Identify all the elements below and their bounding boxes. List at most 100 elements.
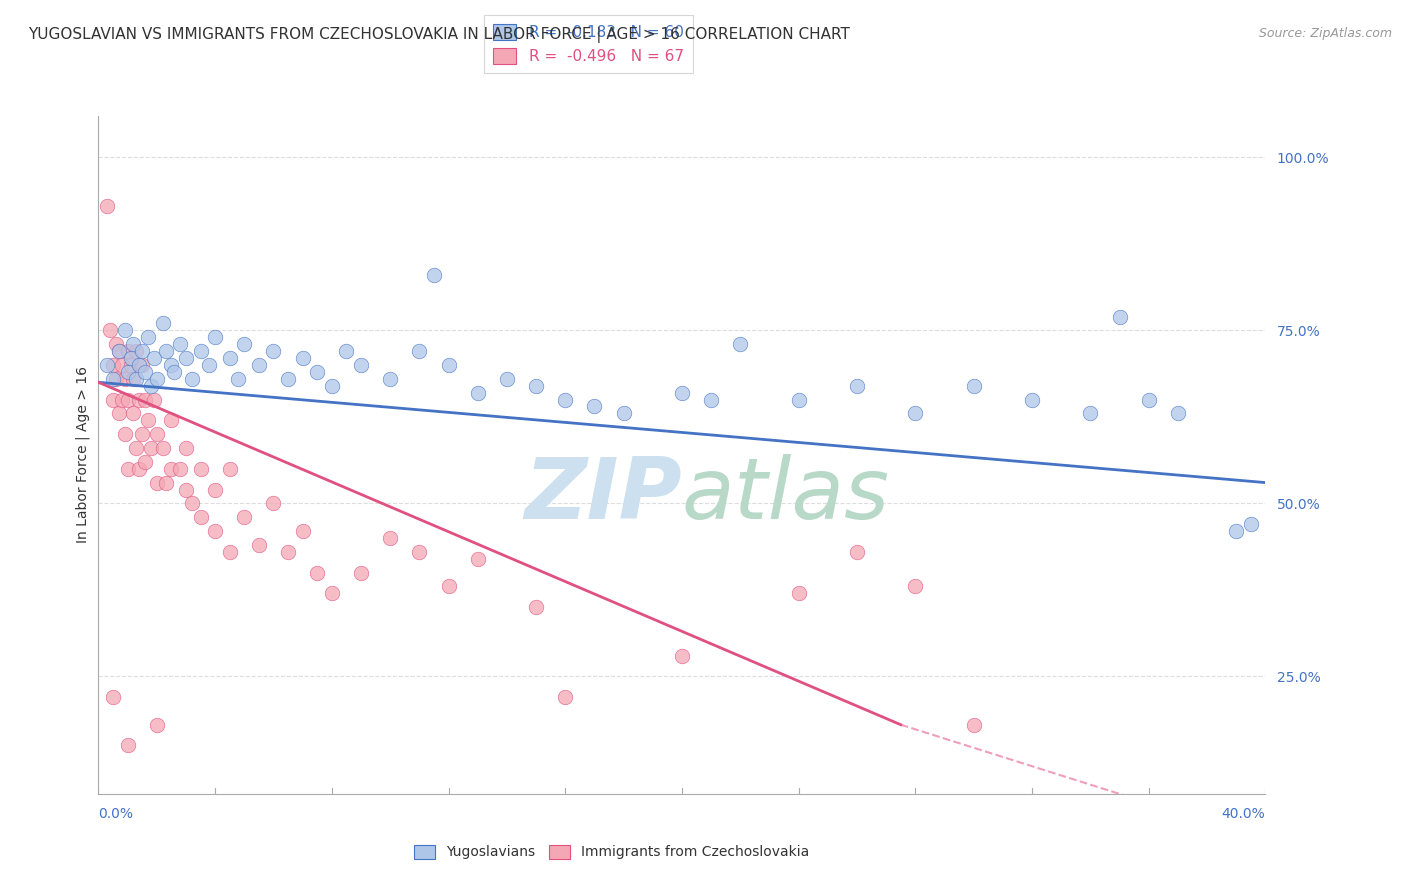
- Point: [291, 351, 314, 365]
- Text: ZIP: ZIP: [524, 454, 682, 537]
- Text: Source: ZipAtlas.com: Source: ZipAtlas.com: [1258, 27, 1392, 40]
- Point: [218, 462, 240, 476]
- Point: [131, 427, 153, 442]
- Point: [108, 344, 131, 359]
- Point: [1021, 392, 1043, 407]
- Point: [350, 358, 373, 372]
- Point: [262, 344, 284, 359]
- Point: [96, 199, 118, 213]
- Point: [321, 586, 343, 600]
- Point: [846, 545, 869, 559]
- Point: [174, 441, 197, 455]
- Point: [155, 344, 177, 359]
- Point: [554, 392, 576, 407]
- Point: [1167, 406, 1189, 420]
- Point: [467, 385, 489, 400]
- Point: [198, 358, 221, 372]
- Point: [307, 566, 329, 580]
- Point: [120, 351, 142, 365]
- Point: [125, 441, 148, 455]
- Point: [277, 372, 299, 386]
- Point: [117, 344, 139, 359]
- Point: [101, 372, 124, 386]
- Point: [117, 739, 139, 753]
- Point: [114, 372, 136, 386]
- Point: [350, 566, 373, 580]
- Point: [190, 344, 212, 359]
- Point: [321, 378, 343, 392]
- Point: [111, 358, 134, 372]
- Point: [612, 406, 634, 420]
- Point: [117, 392, 139, 407]
- Point: [134, 455, 156, 469]
- Point: [277, 545, 299, 559]
- Point: [437, 358, 460, 372]
- Point: [122, 337, 145, 351]
- Point: [730, 337, 752, 351]
- Point: [1080, 406, 1102, 420]
- Point: [496, 372, 519, 386]
- Point: [104, 337, 127, 351]
- Point: [335, 344, 357, 359]
- Point: [247, 538, 270, 552]
- Point: [380, 531, 402, 545]
- Point: [120, 358, 142, 372]
- Point: [117, 365, 139, 379]
- Point: [408, 545, 430, 559]
- Point: [146, 372, 169, 386]
- Point: [228, 372, 250, 386]
- Point: [108, 406, 131, 420]
- Point: [218, 351, 240, 365]
- Point: [524, 600, 547, 615]
- Point: [190, 510, 212, 524]
- Point: [98, 323, 121, 337]
- Point: [160, 462, 183, 476]
- Legend: Yugoslavians, Immigrants from Czechoslovakia: Yugoslavians, Immigrants from Czechoslov…: [409, 839, 815, 865]
- Point: [128, 462, 150, 476]
- Point: [142, 351, 165, 365]
- Point: [101, 392, 124, 407]
- Point: [96, 358, 118, 372]
- Point: [204, 330, 226, 344]
- Point: [204, 524, 226, 538]
- Point: [1108, 310, 1130, 324]
- Point: [1240, 517, 1263, 532]
- Point: [122, 406, 145, 420]
- Point: [904, 579, 927, 593]
- Point: [524, 378, 547, 392]
- Point: [291, 524, 314, 538]
- Point: [1137, 392, 1160, 407]
- Point: [233, 510, 256, 524]
- Point: [169, 337, 191, 351]
- Point: [125, 344, 148, 359]
- Point: [131, 344, 153, 359]
- Point: [160, 358, 183, 372]
- Point: [139, 378, 162, 392]
- Text: 0.0%: 0.0%: [98, 807, 134, 822]
- Text: YUGOSLAVIAN VS IMMIGRANTS FROM CZECHOSLOVAKIA IN LABOR FORCE | AGE > 16 CORRELAT: YUGOSLAVIAN VS IMMIGRANTS FROM CZECHOSLO…: [28, 27, 851, 43]
- Text: atlas: atlas: [682, 454, 890, 537]
- Point: [846, 378, 869, 392]
- Point: [787, 586, 810, 600]
- Point: [962, 717, 984, 731]
- Point: [160, 413, 183, 427]
- Point: [437, 579, 460, 593]
- Point: [233, 337, 256, 351]
- Point: [204, 483, 226, 497]
- Point: [136, 413, 159, 427]
- Point: [554, 690, 576, 704]
- Point: [117, 462, 139, 476]
- Point: [583, 400, 606, 414]
- Point: [142, 392, 165, 407]
- Point: [169, 462, 191, 476]
- Point: [423, 268, 446, 282]
- Point: [408, 344, 430, 359]
- Point: [146, 717, 169, 731]
- Point: [101, 358, 124, 372]
- Point: [101, 690, 124, 704]
- Point: [787, 392, 810, 407]
- Point: [114, 427, 136, 442]
- Point: [1225, 524, 1247, 538]
- Point: [380, 372, 402, 386]
- Point: [904, 406, 927, 420]
